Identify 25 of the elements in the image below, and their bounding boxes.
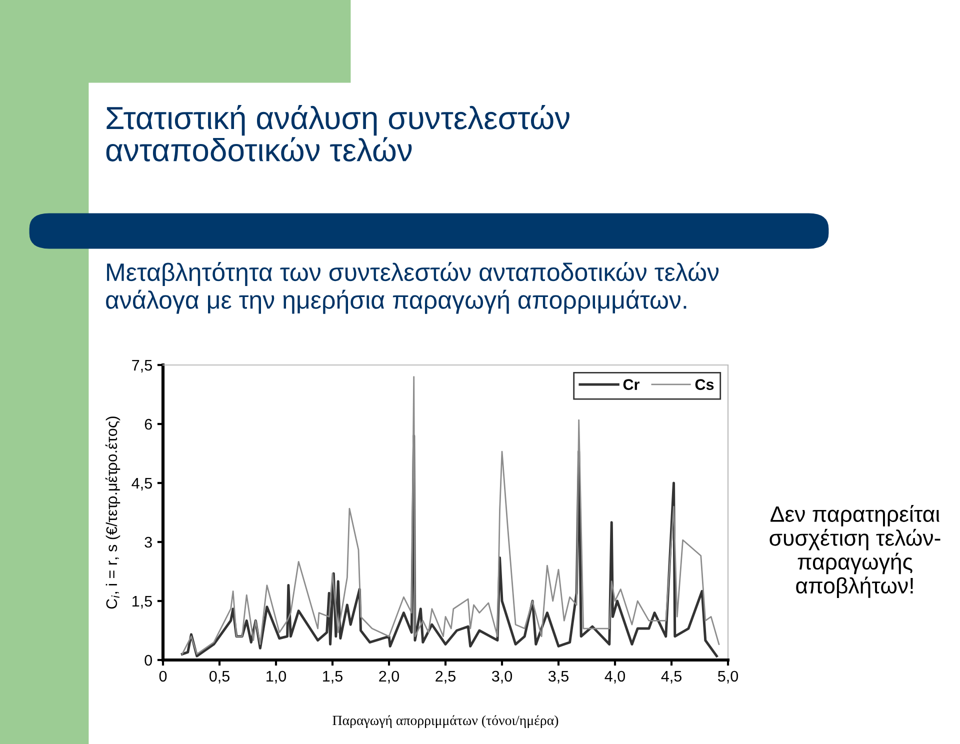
x-tick-label: 3,0 xyxy=(492,670,512,684)
x-tick-label: 5,0 xyxy=(718,670,738,684)
x-tick-label: 1,0 xyxy=(266,670,286,684)
x-tick-label: 4,5 xyxy=(661,670,682,684)
y-tick-label: 7,5 xyxy=(132,360,152,372)
y-tick-label: 0 xyxy=(144,654,152,666)
x-tick-label: 1,5 xyxy=(323,670,342,684)
legend-label: Cs xyxy=(695,379,714,390)
x-tick-label: 3,5 xyxy=(548,670,568,684)
x-tick-label: 4,0 xyxy=(604,670,626,684)
legend-label: Cr xyxy=(623,379,640,390)
line-series xyxy=(182,376,720,655)
x-tick-label: 0 xyxy=(159,670,167,682)
x-axis-title: Παραγωγή απορριμμάτων (τόνοι/ημέρα) xyxy=(332,715,558,728)
x-tick-label: 2,5 xyxy=(436,670,456,684)
y-tick-label: 6 xyxy=(144,418,152,430)
y-tick-label: 4,5 xyxy=(132,478,152,490)
x-tick-label: 0,5 xyxy=(209,670,230,684)
x-tick-label: 2,0 xyxy=(379,670,400,684)
chart-subtitle: Μεταβλητότητα των συντελεστών ανταποδοτικών τελών ανάλογα με την ημερήσια παραγωγή απορριμμάτων. xyxy=(106,262,719,314)
y-tick-label: 1,5 xyxy=(132,596,152,608)
y-axis-title: C$_{i}$, i = r, s (€/τετρ.μέτρο.έτος) xyxy=(105,416,120,609)
chart-title: Στατιστική ανάλυση συντελεστών ανταποδοτικών τελών xyxy=(106,104,570,162)
y-tick-label: 3 xyxy=(144,536,152,548)
text: Δεν παρατηρείται συσχέτιση τελών- παραγωγής αποβλήτων! xyxy=(770,505,940,598)
